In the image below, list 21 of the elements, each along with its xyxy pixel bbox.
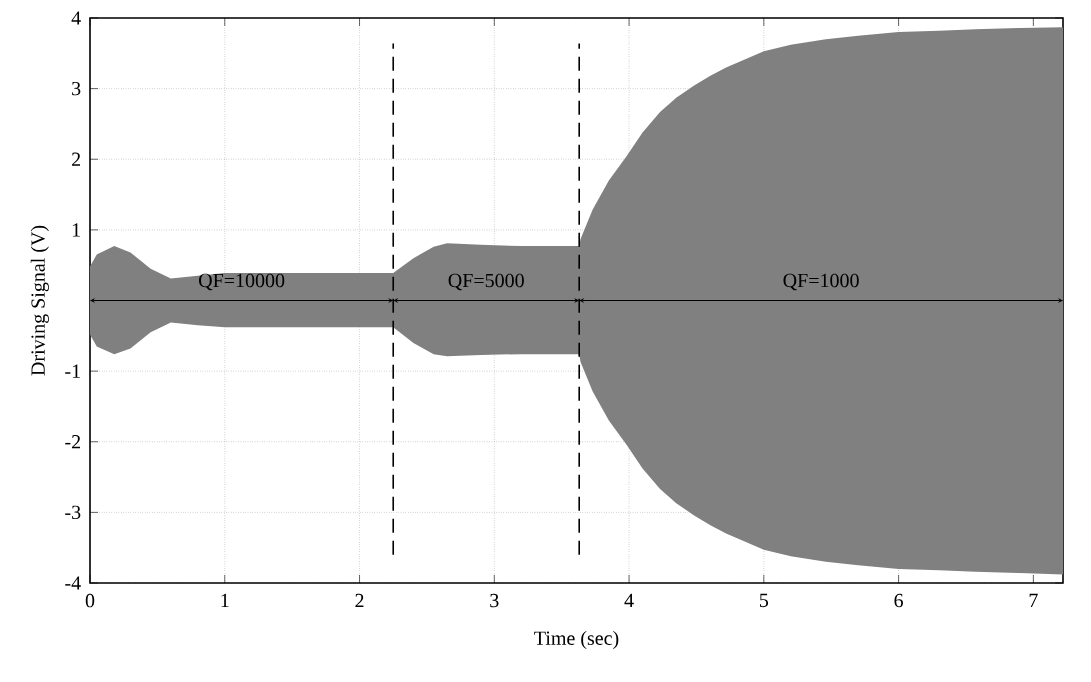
x-tick-label: 1 [221, 593, 229, 608]
x-tick-label: 3 [490, 593, 499, 608]
y-tick-label: 3 [72, 81, 81, 96]
y-tick-label: -2 [65, 435, 81, 449]
y-tick-label: 1 [72, 223, 80, 237]
annotation: QF=10000 [199, 273, 285, 291]
x-tick-label: 4 [624, 593, 634, 608]
y-axis-title: Driving Signal (V) [30, 225, 49, 376]
x-tick-label: 5 [759, 593, 769, 608]
x-tick-label: 6 [894, 593, 903, 608]
y-tick-label: 2 [72, 152, 81, 166]
x-tick-label: 7 [1029, 593, 1038, 607]
annotation: QF=1000 [783, 273, 859, 291]
y-tick-label: -3 [65, 505, 81, 520]
annotation: QF=5000 [448, 273, 524, 291]
y-tick-label: -4 [65, 576, 81, 590]
x-tick-label: 2 [355, 593, 364, 608]
x-tick-label: 0 [85, 593, 95, 608]
y-tick-label: 4 [71, 11, 81, 25]
x-axis-title: Time (sec) [534, 630, 619, 650]
y-tick-label: -1 [65, 364, 80, 378]
